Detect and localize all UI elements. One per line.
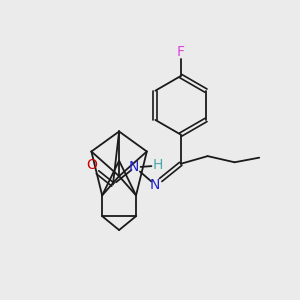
Text: O: O	[87, 158, 98, 172]
Text: N: N	[128, 160, 139, 174]
Text: H: H	[152, 158, 163, 172]
Text: N: N	[150, 178, 160, 192]
Text: F: F	[177, 45, 185, 59]
